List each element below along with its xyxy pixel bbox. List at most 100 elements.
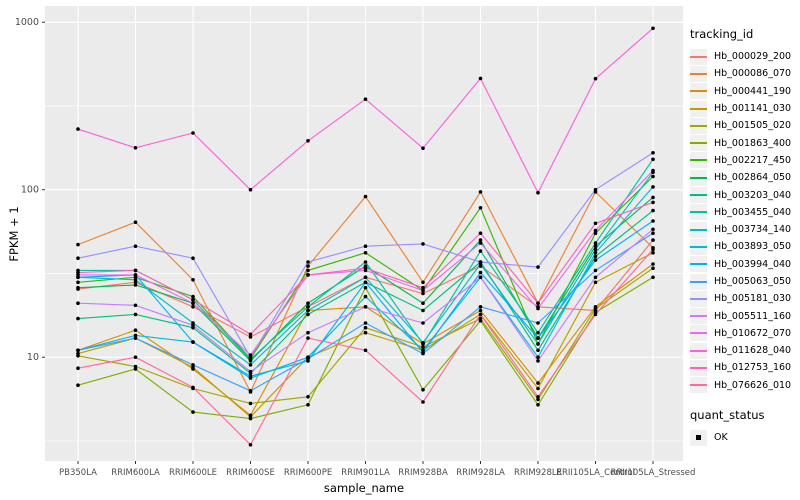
data-point — [363, 321, 368, 325]
legend-item-Hb_076626_010: Hb_076626_010 — [690, 377, 798, 394]
data-point — [76, 383, 80, 388]
data-point — [593, 247, 598, 252]
data-point — [76, 316, 80, 321]
legend-item-Hb_003734_140: Hb_003734_140 — [690, 221, 798, 238]
legend-label: Hb_000441_190 — [714, 85, 792, 97]
data-point — [248, 443, 253, 447]
legend-item-Hb_000029_200: Hb_000029_200 — [690, 48, 798, 65]
data-point — [133, 283, 138, 287]
data-point — [306, 356, 310, 361]
data-point — [478, 305, 483, 309]
data-point — [191, 305, 195, 309]
data-point — [133, 146, 138, 150]
legend-label: Hb_012753_160 — [714, 362, 792, 374]
legend-key — [690, 65, 707, 82]
data-point — [191, 301, 195, 306]
legend-item-Hb_010672_070: Hb_010672_070 — [690, 325, 798, 342]
data-point — [651, 275, 655, 280]
y-tick-label: 100 — [21, 185, 39, 196]
color-swatch-icon — [690, 159, 707, 162]
x-tick-label: RRIM600PE — [284, 468, 332, 478]
legend-item-quant-ok: OK — [690, 429, 798, 446]
data-point — [248, 374, 253, 379]
legend-key — [690, 290, 707, 307]
data-point — [191, 363, 195, 367]
y-tick-label: 10 — [27, 352, 39, 363]
color-swatch-icon — [690, 176, 707, 179]
legend-item-Hb_012753_160: Hb_012753_160 — [690, 359, 798, 376]
legend-label: Hb_000029_200 — [714, 51, 792, 63]
legend-key — [690, 83, 707, 100]
legend-item-Hb_003455_040: Hb_003455_040 — [690, 204, 798, 221]
legend-item-Hb_001141_030: Hb_001141_030 — [690, 100, 798, 117]
legend-key — [690, 377, 707, 394]
data-point — [363, 275, 368, 280]
data-point — [191, 256, 195, 261]
data-point — [248, 363, 253, 367]
data-point — [593, 231, 598, 235]
data-point — [363, 251, 368, 255]
data-point — [133, 303, 138, 308]
data-point — [536, 397, 540, 402]
legend-key — [690, 169, 707, 186]
x-tick-label: RRIM600SE — [226, 468, 275, 478]
color-swatch-icon — [690, 297, 707, 300]
legend-label: Hb_003994_040 — [714, 258, 792, 270]
legend-label: Hb_001505_020 — [714, 120, 792, 132]
data-point — [76, 301, 80, 306]
legend-item-Hb_005181_030: Hb_005181_030 — [690, 290, 798, 307]
data-point — [191, 340, 195, 344]
data-point — [593, 244, 598, 248]
legend-label: Hb_011628_040 — [714, 345, 792, 357]
color-swatch-icon — [690, 315, 707, 318]
data-point — [363, 266, 368, 271]
legend-item-Hb_011628_040: Hb_011628_040 — [690, 342, 798, 359]
data-point — [536, 403, 540, 407]
data-point — [536, 386, 540, 391]
data-point — [363, 280, 368, 285]
data-point — [478, 206, 483, 210]
color-swatch-icon — [690, 72, 707, 75]
data-point — [306, 395, 310, 399]
data-point — [593, 241, 598, 245]
data-point — [536, 348, 540, 353]
data-point — [651, 247, 655, 252]
data-point — [651, 238, 655, 242]
data-point — [248, 335, 253, 339]
data-point — [421, 242, 425, 246]
data-point — [478, 249, 483, 253]
data-point — [133, 312, 138, 317]
legend-label: Hb_003893_050 — [714, 241, 792, 253]
data-point — [593, 254, 598, 259]
data-point — [133, 328, 138, 333]
legend-key — [690, 187, 707, 204]
color-swatch-icon — [690, 194, 707, 197]
data-point — [651, 151, 655, 155]
x-tick-label: RRIM600LE — [169, 468, 217, 478]
legend-title-quant-status: quant_status — [690, 407, 765, 422]
data-point — [133, 220, 138, 224]
color-swatch-icon — [690, 280, 707, 283]
legend-label: OK — [714, 432, 728, 444]
legend-item-Hb_001863_400: Hb_001863_400 — [690, 134, 798, 152]
data-point — [248, 401, 253, 406]
data-point — [421, 291, 425, 296]
x-tick-label: RRIM600LA — [111, 468, 160, 478]
data-point — [536, 306, 540, 311]
data-point — [421, 345, 425, 349]
data-point — [651, 219, 655, 223]
data-point — [421, 288, 425, 293]
data-point — [421, 280, 425, 285]
legend-label: Hb_003203_040 — [714, 189, 792, 201]
data-point — [593, 306, 598, 311]
panel-background — [45, 6, 683, 461]
color-swatch-icon — [690, 366, 707, 369]
data-point — [306, 305, 310, 309]
legend-item-Hb_000086_070: Hb_000086_070 — [690, 65, 798, 82]
x-tick-label: PB350LA — [59, 468, 97, 478]
data-point — [536, 321, 540, 325]
point-swatch-icon — [695, 434, 701, 440]
y-axis-title: FPKM + 1 — [7, 206, 21, 262]
data-point — [306, 308, 310, 313]
